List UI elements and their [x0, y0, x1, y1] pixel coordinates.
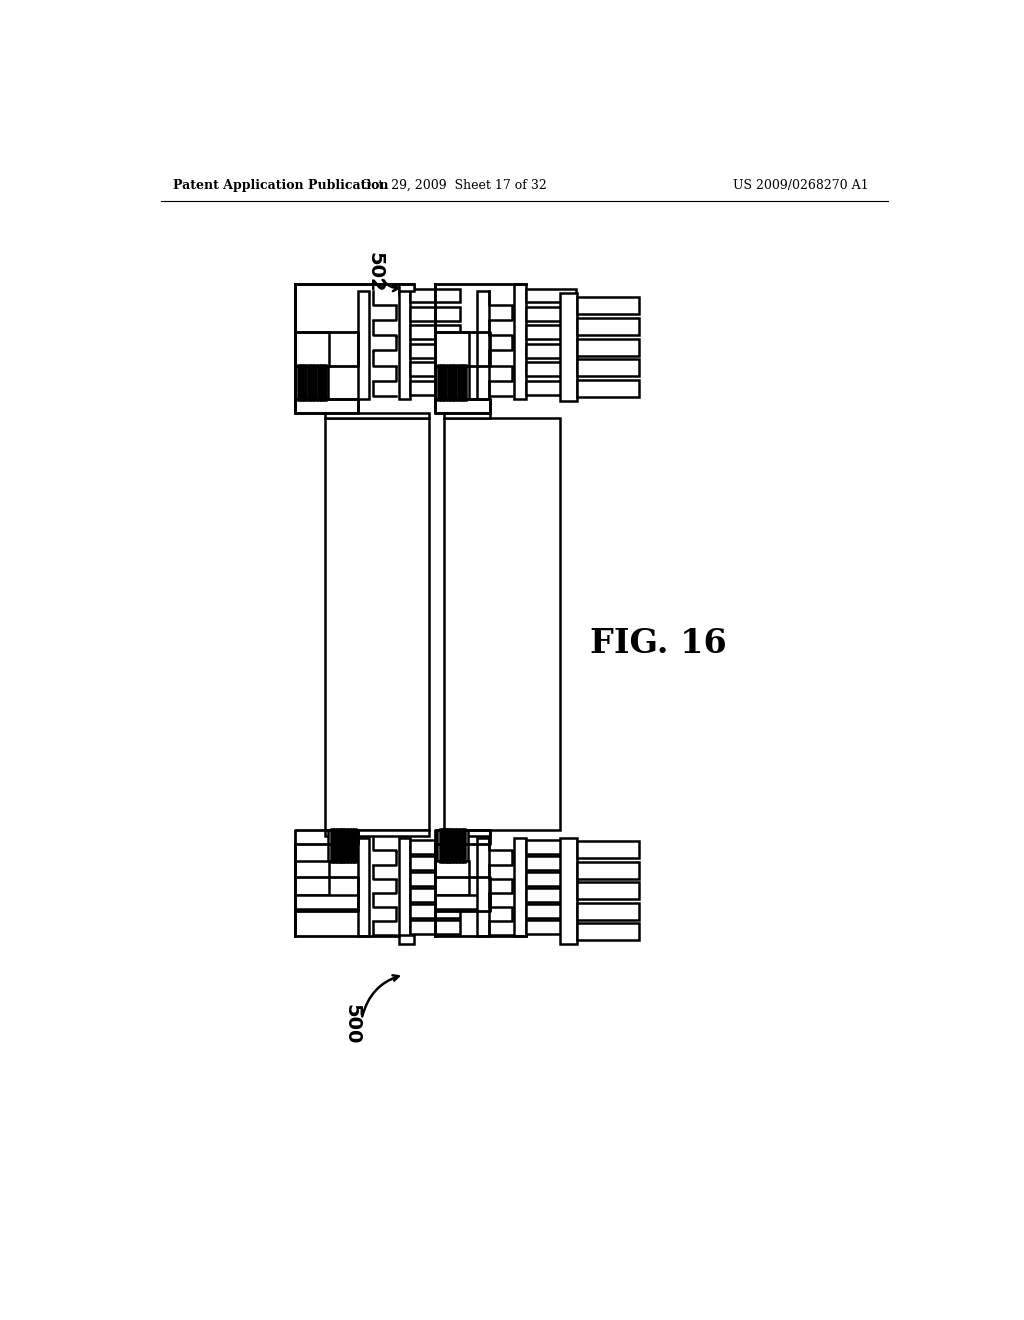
Bar [410, 381, 460, 395]
Bar [525, 888, 575, 902]
Bar [435, 367, 469, 400]
Text: 502: 502 [366, 252, 384, 293]
Bar [398, 284, 414, 290]
Bar [295, 331, 330, 367]
Bar [525, 308, 575, 321]
Bar [410, 289, 460, 302]
Bar [410, 855, 460, 870]
Bar [578, 339, 639, 355]
Bar [578, 882, 639, 899]
Bar [444, 418, 560, 830]
Bar [329, 830, 358, 861]
Bar [326, 418, 429, 830]
Bar [326, 830, 429, 836]
Bar [444, 413, 490, 418]
Text: Oct. 29, 2009  Sheet 17 of 32: Oct. 29, 2009 Sheet 17 of 32 [361, 178, 547, 191]
Bar [435, 331, 469, 367]
Bar [357, 838, 370, 936]
Bar [295, 861, 330, 895]
Bar [525, 904, 575, 917]
Bar [477, 290, 488, 400]
Bar [398, 935, 414, 944]
Bar [410, 888, 460, 902]
Text: Patent Application Publication: Patent Application Publication [173, 178, 388, 191]
Text: 500: 500 [342, 1005, 361, 1045]
Bar [295, 895, 357, 909]
Bar [525, 840, 575, 854]
Bar [295, 400, 357, 412]
Bar [398, 284, 414, 296]
Bar [525, 289, 575, 302]
Bar [578, 841, 639, 858]
Bar [477, 838, 488, 936]
Bar [410, 345, 460, 358]
Bar [514, 284, 525, 400]
Bar [560, 293, 578, 401]
Bar [435, 895, 490, 909]
Bar [525, 363, 575, 376]
Bar [357, 290, 370, 400]
Bar [578, 862, 639, 879]
Bar [398, 284, 410, 400]
Text: US 2009/0268270 A1: US 2009/0268270 A1 [732, 178, 868, 191]
Bar [525, 345, 575, 358]
Bar [410, 873, 460, 886]
Bar [435, 400, 490, 412]
Bar [525, 855, 575, 870]
Bar [578, 318, 639, 335]
Bar [525, 920, 575, 935]
Bar [326, 413, 429, 418]
Bar [444, 830, 490, 836]
Bar [410, 326, 460, 339]
Bar [525, 326, 575, 339]
Bar [578, 297, 639, 314]
Bar [398, 838, 410, 936]
Bar [525, 381, 575, 395]
Bar [410, 308, 460, 321]
Text: FIG. 16: FIG. 16 [590, 627, 726, 660]
Bar [578, 380, 639, 397]
Bar [578, 923, 639, 940]
Bar [514, 838, 525, 936]
Bar [410, 840, 460, 854]
Bar [295, 367, 329, 400]
Bar [437, 830, 468, 861]
Bar [560, 838, 578, 944]
Bar [578, 359, 639, 376]
Bar [578, 903, 639, 920]
Bar [410, 920, 460, 935]
Bar [410, 363, 460, 376]
Bar [525, 873, 575, 886]
Bar [435, 861, 469, 895]
Bar [410, 904, 460, 917]
